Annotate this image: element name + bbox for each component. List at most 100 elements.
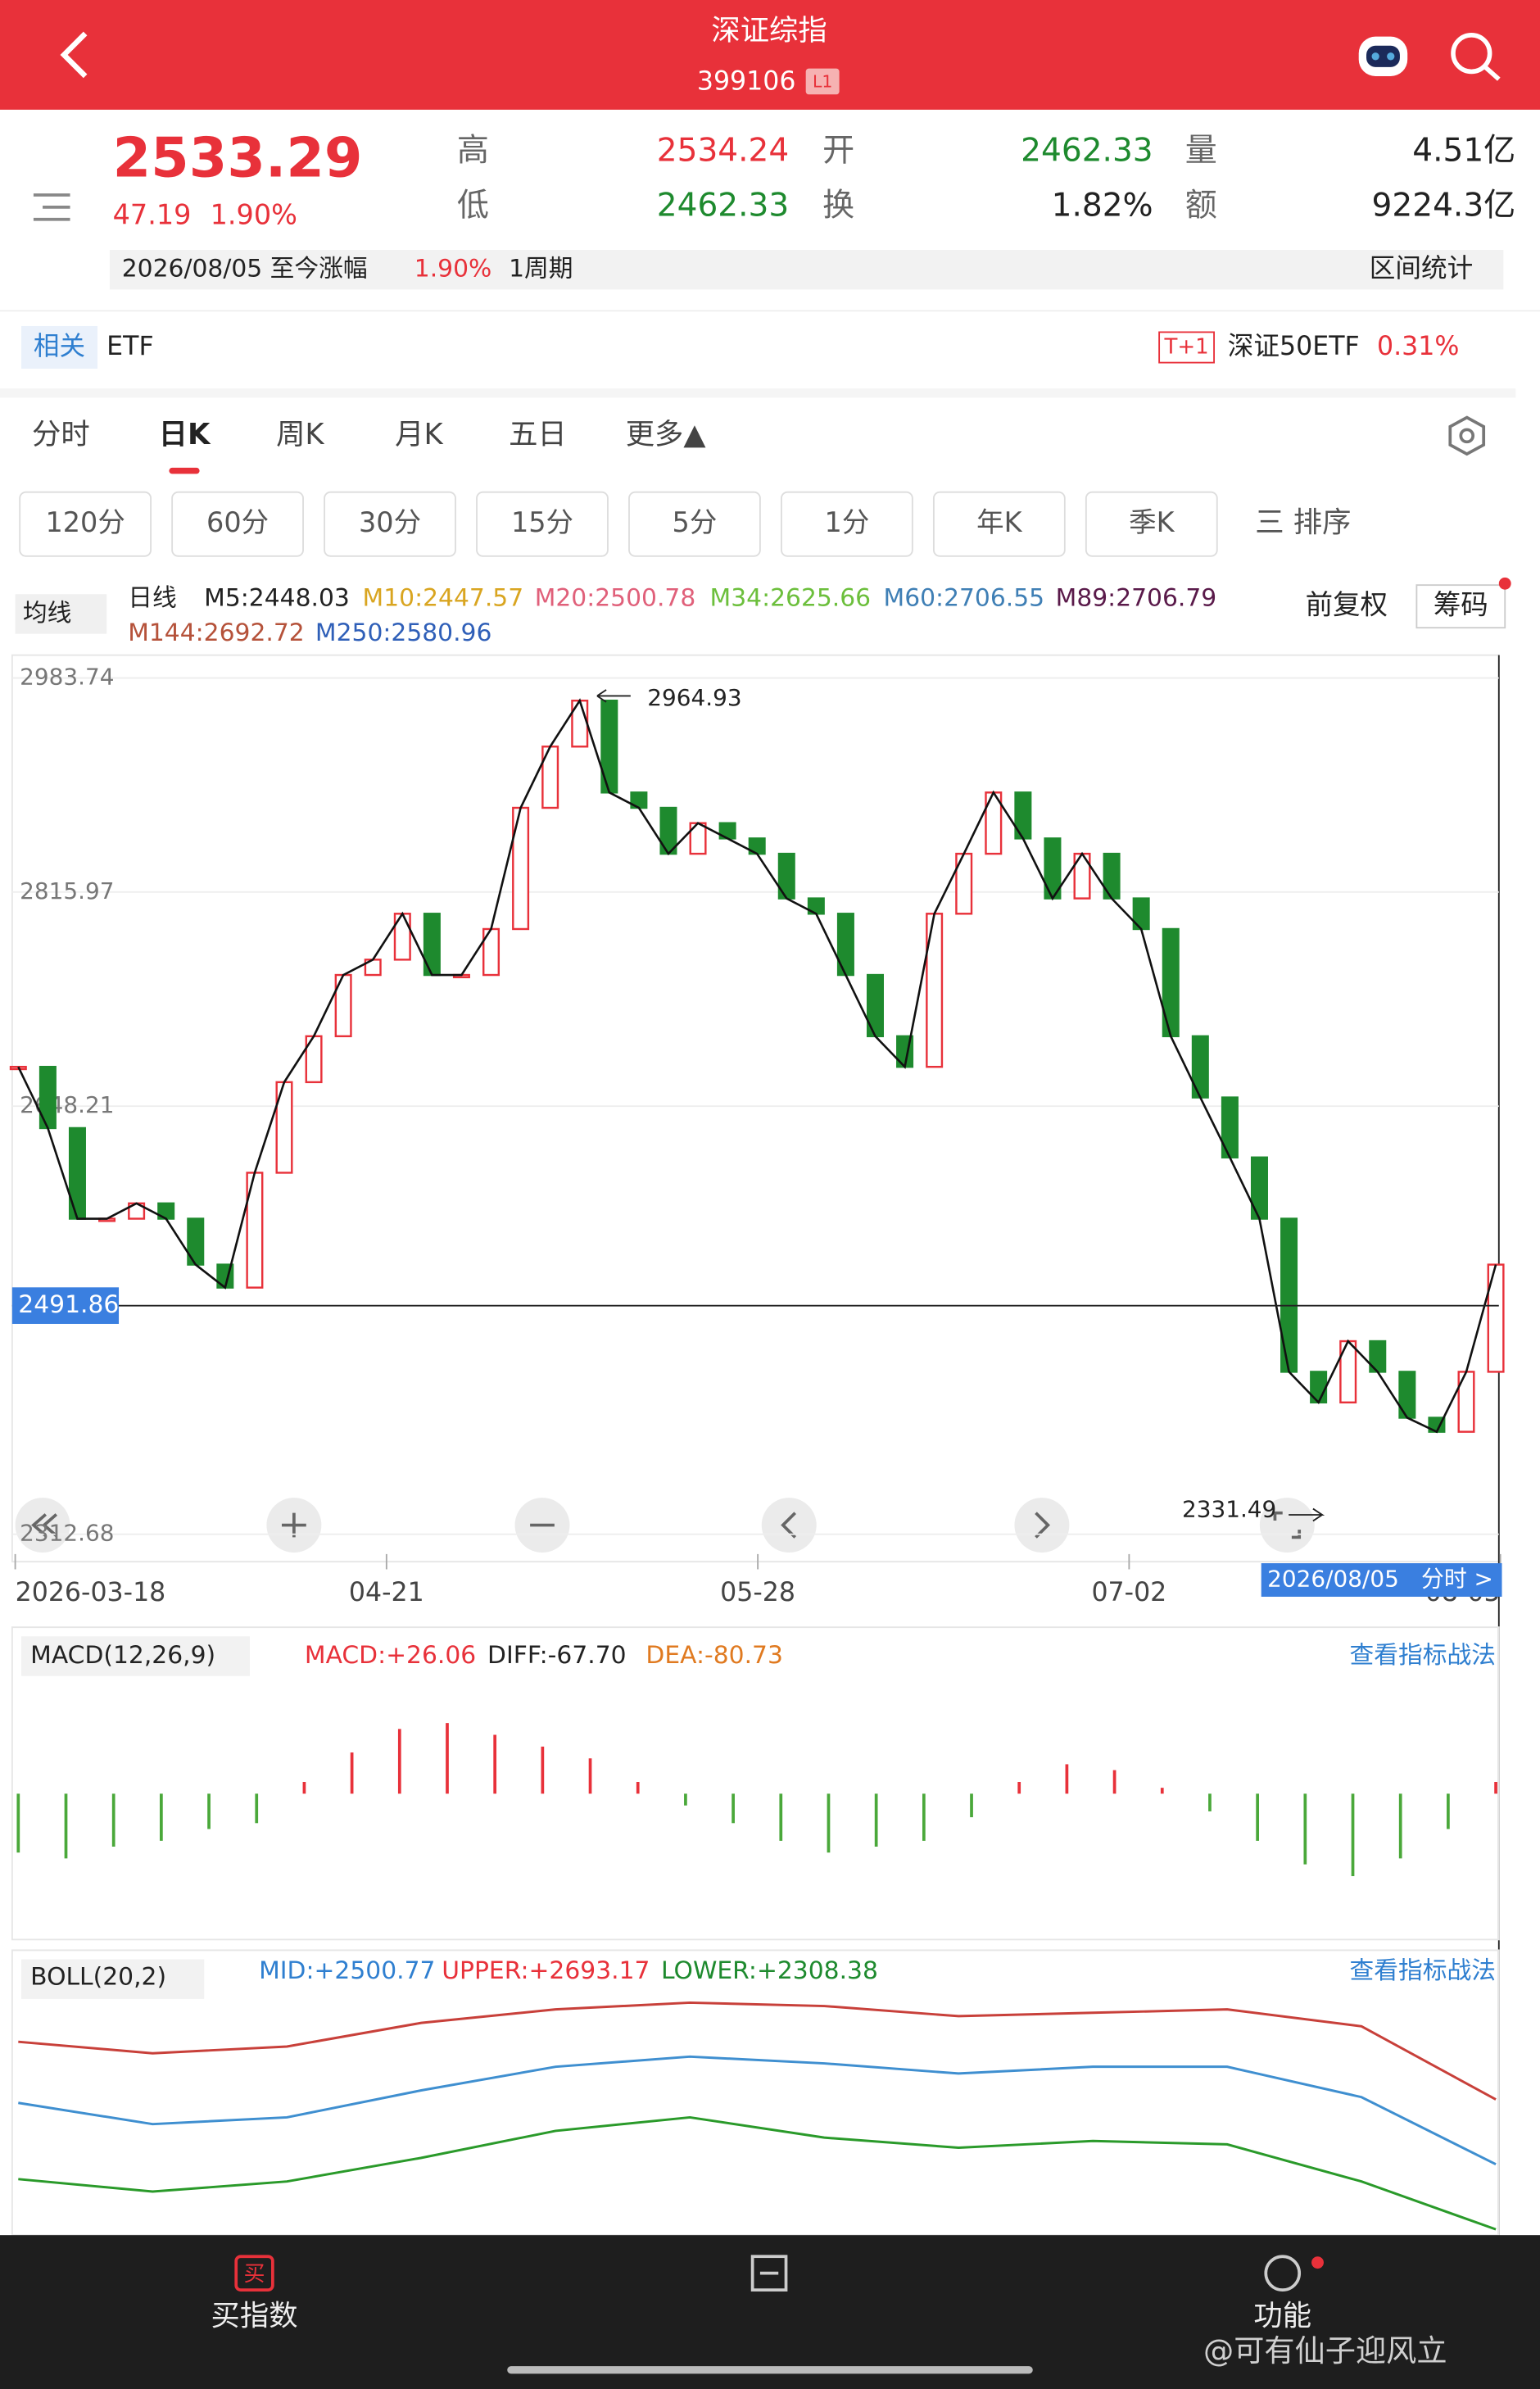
period-label[interactable]: 120分 bbox=[45, 506, 125, 538]
kline-frame bbox=[11, 654, 1500, 1563]
period-label[interactable]: 30分 bbox=[359, 506, 421, 538]
quote-label: 开 bbox=[822, 132, 854, 169]
period-label[interactable]: 60分 bbox=[206, 506, 269, 538]
quote-value: 2462.33 bbox=[657, 187, 789, 224]
boll-frame bbox=[11, 1949, 1500, 2237]
tab[interactable]: 日K bbox=[159, 418, 211, 451]
back-button[interactable] bbox=[60, 31, 88, 79]
etf-badge: T+1 bbox=[1163, 335, 1208, 360]
period-button[interactable] bbox=[1085, 491, 1218, 557]
func-icon[interactable] bbox=[1264, 2255, 1302, 2292]
quote-value: 2462.33 bbox=[1021, 132, 1153, 169]
date-tag-link[interactable]: 分时 > bbox=[1421, 1566, 1493, 1593]
ma-value: M89:2706.79 bbox=[1056, 583, 1217, 612]
ma-value: M10:2447.57 bbox=[363, 583, 524, 612]
robot-icon[interactable] bbox=[1358, 36, 1408, 76]
macd-frame bbox=[11, 1626, 1500, 1941]
chips-button[interactable]: 筹码 bbox=[1434, 589, 1488, 621]
period-text: 2026/08/05 至今涨幅 bbox=[122, 255, 368, 283]
chips-box[interactable] bbox=[1415, 584, 1506, 629]
chart-nav-glyphs bbox=[31, 1511, 1302, 1539]
period-button[interactable] bbox=[628, 491, 761, 557]
ma-selector-box[interactable] bbox=[15, 594, 107, 634]
ma-value: M20:2500.78 bbox=[535, 583, 696, 612]
period-button[interactable] bbox=[781, 491, 913, 557]
etf-pct: 0.31% bbox=[1377, 332, 1459, 361]
boll-mid-line bbox=[18, 2055, 1497, 2166]
macd-selector[interactable] bbox=[21, 1636, 250, 1676]
tab[interactable]: 月K bbox=[395, 418, 443, 451]
level-badge-text: L1 bbox=[813, 71, 832, 91]
quote-value: 4.51亿 bbox=[1412, 132, 1515, 169]
indicator-link[interactable]: 查看指标战法 bbox=[1350, 1641, 1497, 1670]
y-tick-label: 2648.21 bbox=[20, 1091, 114, 1118]
macd-value: MACD:+26.06 bbox=[305, 1641, 476, 1670]
etf-tag-bg bbox=[21, 325, 98, 369]
period-label[interactable]: 季K bbox=[1129, 506, 1175, 538]
func-label[interactable]: 功能 bbox=[1253, 2300, 1311, 2333]
low-annotation: 2331.49 bbox=[1182, 1495, 1276, 1522]
close-line bbox=[17, 698, 1497, 1434]
etf-name[interactable]: 深证50ETF bbox=[1228, 332, 1360, 361]
period-button[interactable] bbox=[932, 491, 1066, 557]
period-button[interactable] bbox=[476, 491, 609, 557]
search-icon[interactable] bbox=[1451, 32, 1501, 81]
period-label[interactable]: 15分 bbox=[511, 506, 573, 538]
period-label[interactable]: 年K bbox=[976, 506, 1022, 538]
tab[interactable]: 五日 bbox=[509, 418, 567, 451]
quote-value: 2534.24 bbox=[657, 132, 789, 169]
boll-selector[interactable] bbox=[21, 1959, 205, 1999]
boll-upper-line bbox=[18, 2001, 1497, 2101]
index-code: 399106 bbox=[697, 66, 796, 96]
notify-dot bbox=[1498, 577, 1511, 590]
bottom-nav bbox=[0, 2235, 1540, 2389]
tab[interactable]: 分时 bbox=[32, 418, 90, 451]
date-tag-text: 2026/08/05 bbox=[1267, 1566, 1399, 1593]
etf-tag[interactable]: 相关 bbox=[34, 332, 85, 361]
diff-value: DIFF:-67.70 bbox=[487, 1641, 627, 1670]
y-tick-label: 2983.74 bbox=[20, 664, 114, 691]
period-label[interactable]: 1分 bbox=[825, 506, 870, 538]
quote-value: 1.82% bbox=[1052, 187, 1153, 224]
date-tag[interactable] bbox=[1261, 1563, 1502, 1597]
ma-value: M5:2448.03 bbox=[204, 583, 350, 612]
period-button[interactable] bbox=[324, 491, 456, 557]
badge-box bbox=[1158, 331, 1215, 364]
menu-icon[interactable] bbox=[33, 193, 70, 221]
quote-label: 低 bbox=[457, 187, 489, 224]
period-button[interactable] bbox=[19, 491, 152, 557]
ma-type: 日线 bbox=[128, 583, 177, 612]
macd-title[interactable]: MACD(12,26,9) bbox=[30, 1641, 215, 1670]
low-arrow bbox=[1289, 1507, 1325, 1522]
x-tick-label: 04-21 bbox=[349, 1578, 424, 1607]
adjust-mode[interactable]: 前复权 bbox=[1306, 589, 1388, 621]
high-arrow bbox=[596, 689, 631, 703]
middle-icon[interactable] bbox=[750, 2255, 788, 2292]
chart-nav-buttons[interactable] bbox=[15, 1498, 1315, 1553]
boll-title[interactable]: BOLL(20,2) bbox=[30, 1962, 166, 1991]
tab[interactable]: 周K bbox=[276, 418, 324, 451]
quote-label: 额 bbox=[1185, 187, 1217, 224]
y-tick-label: 2815.97 bbox=[20, 877, 114, 904]
period-button[interactable] bbox=[171, 491, 304, 557]
change: 47.19 bbox=[113, 199, 192, 231]
period-link[interactable]: 区间统计 bbox=[1370, 254, 1473, 283]
sort-button[interactable]: 三 排序 bbox=[1255, 506, 1351, 540]
crosshair-value: 2491.86 bbox=[18, 1290, 119, 1319]
period-bar bbox=[109, 249, 1504, 290]
settings-icon[interactable] bbox=[1448, 415, 1486, 456]
ma-value: M34:2625.66 bbox=[710, 583, 872, 612]
high-annotation: 2964.93 bbox=[647, 684, 741, 711]
period-label[interactable]: 5分 bbox=[673, 506, 718, 538]
indicator-link[interactable]: 查看指标战法 bbox=[1350, 1956, 1497, 1985]
crosshair-tag bbox=[11, 1287, 120, 1324]
last-price: 2533.29 bbox=[113, 126, 363, 190]
etf-label: ETF bbox=[106, 332, 153, 361]
ma-selector: 均线 bbox=[23, 599, 72, 628]
buy-icon[interactable] bbox=[234, 2255, 274, 2292]
period-cycle: 1周期 bbox=[509, 255, 573, 283]
tab[interactable]: 更多▲ bbox=[626, 418, 707, 451]
buy-label[interactable]: 买指数 bbox=[211, 2300, 298, 2333]
